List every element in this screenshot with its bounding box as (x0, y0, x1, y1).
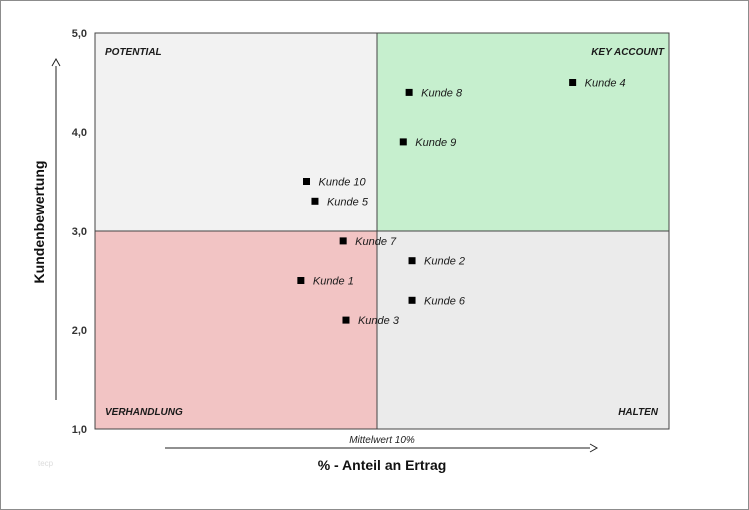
quadrant-halten-area (377, 231, 669, 429)
quadrant-potential-area (95, 33, 377, 231)
quadrant-label-key-account: KEY ACCOUNT (591, 47, 665, 58)
y-tick-label: 1,0 (72, 424, 87, 436)
x-axis-title: % - Anteil an Ertrag (318, 457, 447, 473)
data-point: Kunde 6 (408, 295, 466, 307)
point-marker (339, 237, 347, 245)
point-marker (408, 257, 416, 265)
quadrant-label-verhandlung: VERHANDLUNG (105, 407, 183, 418)
y-tick-label: 5,0 (72, 28, 87, 40)
point-label: Kunde 6 (424, 295, 466, 307)
point-marker (408, 296, 416, 304)
data-point: Kunde 7 (339, 236, 397, 248)
data-point: Kunde 10 (303, 177, 366, 189)
y-tick-label: 4,0 (72, 127, 87, 139)
quadrant-verhandlung-area (95, 231, 377, 429)
point-marker (399, 138, 407, 146)
point-label: Kunde 9 (415, 137, 456, 149)
mean-x-label: Mittelwert 10% (349, 435, 415, 446)
point-label: Kunde 4 (585, 78, 626, 90)
y-tick-label: 3,0 (72, 226, 87, 238)
point-marker (311, 197, 319, 205)
y-tick-labels: 1,0 2,0 3,0 4,0 5,0 (72, 28, 87, 436)
point-label: Kunde 1 (313, 276, 354, 288)
point-marker (297, 277, 305, 284)
point-label: Kunde 2 (424, 256, 465, 268)
point-marker (569, 79, 577, 86)
data-point: Kunde 3 (342, 315, 400, 327)
watermark: tecp (38, 459, 54, 468)
y-axis-title: Kundenbewertung (31, 161, 47, 284)
y-axis-arrowhead-icon (51, 57, 61, 67)
data-point: Kunde 2 (408, 256, 465, 268)
point-marker (405, 88, 413, 96)
point-label: Kunde 3 (358, 315, 400, 327)
quadrant-label-potential: POTENTIAL (105, 47, 162, 58)
quadrant-key-account-area (377, 33, 669, 231)
data-point: Kunde 8 (405, 87, 463, 99)
point-marker (342, 316, 350, 324)
point-marker (303, 178, 310, 185)
point-label: Kunde 8 (421, 87, 463, 99)
data-point: Kunde 1 (297, 276, 354, 288)
y-tick-label: 2,0 (72, 325, 87, 337)
point-label: Kunde 5 (327, 196, 369, 208)
data-point: Kunde 9 (399, 137, 456, 149)
data-point: Kunde 4 (569, 78, 626, 90)
point-label: Kunde 7 (355, 236, 397, 248)
data-points: Kunde 1 Kunde 2 Kunde 3 Kunde 4 Kunde 5 Kunde… (297, 78, 626, 327)
x-axis-arrowhead-icon (589, 443, 599, 453)
quadrant-label-halten: HALTEN (618, 407, 659, 418)
point-label: Kunde 10 (319, 177, 367, 189)
data-point: Kunde 5 (311, 196, 369, 208)
